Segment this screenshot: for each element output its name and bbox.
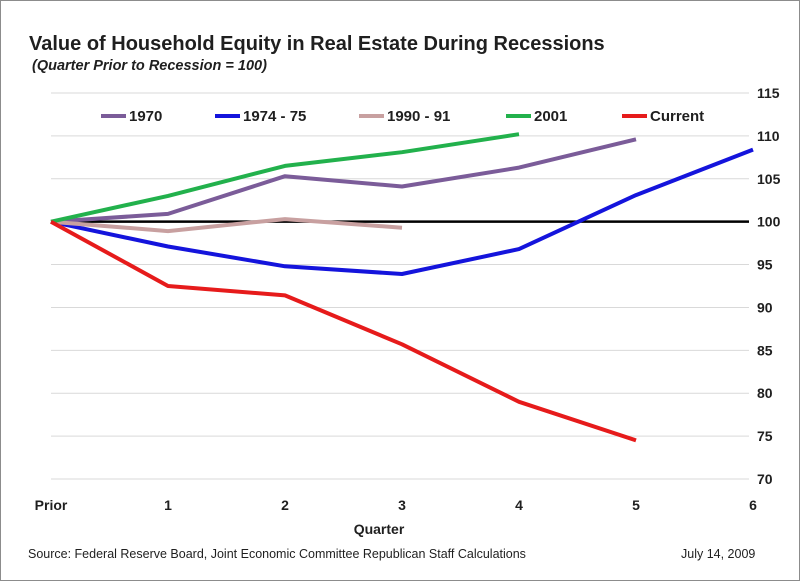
y-tick-label: 80 [757, 385, 773, 401]
x-tick-label: 2 [281, 497, 289, 513]
x-tick-label: 4 [515, 497, 523, 513]
series-line-current [50, 219, 637, 443]
y-axis-ticks: 70 75 80 85 90 95 100 105 110 115 [757, 85, 781, 487]
chart-subtitle: (Quarter Prior to Recession = 100) [32, 58, 267, 74]
legend-label-1990-91: 1990 - 91 [387, 108, 450, 125]
series-line-2001 [50, 132, 520, 224]
y-tick-label: 105 [757, 171, 781, 187]
y-tick-label: 90 [757, 299, 773, 315]
x-axis-title: Quarter [354, 521, 405, 537]
y-tick-label: 100 [757, 214, 781, 230]
y-tick-label: 95 [757, 257, 773, 273]
x-axis-ticks: Prior 1 2 3 4 5 6 [35, 497, 757, 513]
x-tick-label: 1 [164, 497, 172, 513]
chart-title: Value of Household Equity in Real Estate… [29, 33, 605, 55]
y-tick-label: 115 [757, 85, 780, 101]
source-note: Source: Federal Reserve Board, Joint Eco… [28, 547, 526, 561]
legend-label-current: Current [650, 108, 704, 125]
series-lines [50, 132, 754, 443]
series-line-1990-91 [50, 217, 403, 234]
y-tick-label: 85 [757, 342, 773, 358]
y-tick-label: 75 [757, 428, 773, 444]
y-tick-label: 110 [757, 128, 780, 144]
legend-label-1970: 1970 [129, 108, 162, 125]
x-tick-label: 3 [398, 497, 406, 513]
y-tick-label: 70 [757, 471, 773, 487]
legend-label-1974-75: 1974 - 75 [243, 108, 306, 125]
x-tick-label: 6 [749, 497, 757, 513]
x-tick-label: Prior [35, 497, 68, 513]
series-line-1974-75 [50, 147, 754, 276]
x-tick-label: 5 [632, 497, 640, 513]
series-line-1970 [50, 137, 637, 224]
legend-label-2001: 2001 [534, 108, 567, 125]
date-note: July 14, 2009 [681, 547, 756, 561]
legend: 1970 1974 - 75 1990 - 91 2001 Current [101, 108, 704, 125]
